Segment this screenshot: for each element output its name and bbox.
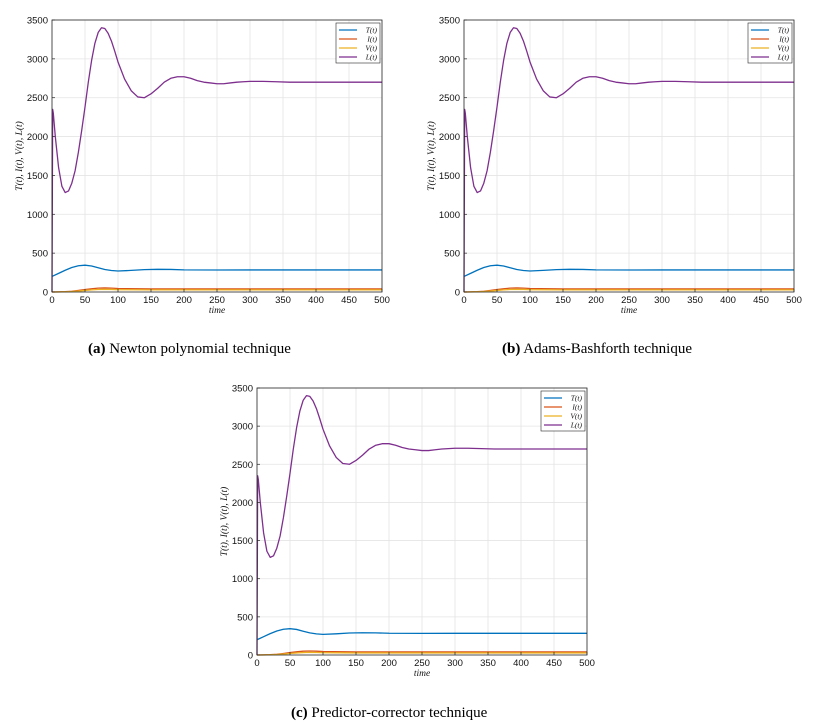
legend-a: T(t)I(t)V(t)L(t) <box>335 22 381 64</box>
y-axis-label-c: T(t), I(t), V(t), L(t) <box>219 487 230 557</box>
y-tick-label: 3000 <box>439 54 460 65</box>
series-line-a-0 <box>51 264 382 278</box>
chart-c: 0 50 100 150 200 250 300 350 400 450 500 0 500 1000 15… <box>219 384 595 680</box>
x-tick-label: 300 <box>447 658 463 669</box>
x-tick-label: 150 <box>143 295 159 306</box>
x-axis-label-b: time <box>621 306 637 316</box>
chart-a: 0 50 100 150 200 250 300 350 400 450 500 0 500 1000 15… <box>14 16 390 317</box>
x-tick-label: 0 <box>461 295 466 306</box>
series-line-b-0 <box>463 264 794 278</box>
x-tick-label: 100 <box>110 295 126 306</box>
y-tick-label: 3500 <box>232 384 253 395</box>
legend-entry-0: T(t) <box>778 26 790 35</box>
chart-panel-c: 0 50 100 150 200 250 300 350 400 450 500 0 500 1000 15… <box>205 375 605 690</box>
chart-b: 0 50 100 150 200 250 300 350 400 450 500 0 500 1000 15… <box>426 16 802 317</box>
x-tick-label: 400 <box>308 295 324 306</box>
x-tick-label: 400 <box>720 295 736 306</box>
y-tick-label: 1500 <box>232 536 253 547</box>
y-tick-label: 2000 <box>232 498 253 509</box>
x-tick-label: 100 <box>315 658 331 669</box>
series-line-b-3 <box>463 27 794 293</box>
x-tick-label: 250 <box>414 658 430 669</box>
y-axis-label-a: T(t), I(t), V(t), L(t) <box>14 121 25 191</box>
x-tick-label: 150 <box>555 295 571 306</box>
caption-a: (a) Newton polynomial technique <box>88 341 291 358</box>
y-tick-label: 1500 <box>27 171 48 182</box>
caption-b-tag: (b) <box>502 341 521 357</box>
legend-entry-2: V(t) <box>570 412 582 421</box>
y-tick-label: 3500 <box>439 16 460 27</box>
x-tick-label: 300 <box>242 295 258 306</box>
y-tick-label: 500 <box>444 249 460 260</box>
y-tick-label: 500 <box>32 249 48 260</box>
series-line-c-3 <box>256 394 587 656</box>
x-tick-label: 200 <box>588 295 604 306</box>
x-tick-label: 200 <box>176 295 192 306</box>
caption-c: (c) Predictor-corrector technique <box>291 705 487 722</box>
x-tick-label: 400 <box>513 658 529 669</box>
x-tick-label: 450 <box>546 658 562 669</box>
x-tick-label: 50 <box>492 295 503 306</box>
x-tick-label: 150 <box>348 658 364 669</box>
x-tick-label: 500 <box>579 658 595 669</box>
y-tick-label: 2500 <box>232 460 253 471</box>
y-tick-label: 2500 <box>27 93 48 104</box>
y-tick-label: 1000 <box>232 574 253 585</box>
x-tick-label: 350 <box>275 295 291 306</box>
y-tick-label: 500 <box>237 612 253 623</box>
y-tick-label: 0 <box>43 288 48 299</box>
legend-entry-1: I(t) <box>571 403 582 412</box>
x-tick-label: 350 <box>480 658 496 669</box>
y-tick-label: 2000 <box>27 132 48 143</box>
legend-entry-3: L(t) <box>365 53 378 62</box>
legend-entry-2: V(t) <box>777 44 789 53</box>
x-tick-label: 50 <box>285 658 296 669</box>
x-tick-label: 500 <box>374 295 390 306</box>
legend-c: T(t)I(t)V(t)L(t) <box>540 390 586 432</box>
chart-panel-b: 0 50 100 150 200 250 300 350 400 450 500 0 500 1000 15… <box>410 0 810 330</box>
caption-a-tag: (a) <box>88 341 106 357</box>
x-axis-label-a: time <box>209 306 225 316</box>
legend-entry-0: T(t) <box>571 394 583 403</box>
series-line-c-0 <box>256 628 587 641</box>
y-axis-label-b: T(t), I(t), V(t), L(t) <box>426 121 437 191</box>
caption-a-text: Newton polynomial technique <box>109 341 291 357</box>
legend-entry-0: T(t) <box>366 26 378 35</box>
legend-b: T(t)I(t)V(t)L(t) <box>747 22 793 64</box>
y-tick-label: 2000 <box>439 132 460 143</box>
series-line-a-3 <box>51 27 382 293</box>
x-axis-label-c: time <box>414 669 430 679</box>
x-tick-label: 0 <box>49 295 54 306</box>
x-tick-label: 50 <box>80 295 91 306</box>
caption-c-tag: (c) <box>291 705 308 721</box>
legend-entry-2: V(t) <box>365 44 377 53</box>
x-tick-label: 450 <box>753 295 769 306</box>
y-tick-label: 2500 <box>439 93 460 104</box>
y-tick-label: 3000 <box>232 422 253 433</box>
y-tick-label: 1000 <box>27 210 48 221</box>
x-tick-label: 500 <box>786 295 802 306</box>
x-tick-label: 100 <box>522 295 538 306</box>
legend-entry-1: I(t) <box>778 35 789 44</box>
y-tick-label: 0 <box>455 288 460 299</box>
caption-c-text: Predictor-corrector technique <box>311 705 488 721</box>
y-tick-label: 3500 <box>27 16 48 27</box>
x-tick-label: 250 <box>209 295 225 306</box>
y-tick-label: 1500 <box>439 171 460 182</box>
y-tick-label: 0 <box>248 651 253 662</box>
caption-b: (b) Adams-Bashforth technique <box>502 341 692 358</box>
x-tick-label: 300 <box>654 295 670 306</box>
x-tick-label: 250 <box>621 295 637 306</box>
chart-panel-a: 0 50 100 150 200 250 300 350 400 450 500 0 500 1000 15… <box>0 0 400 330</box>
legend-entry-3: L(t) <box>777 53 790 62</box>
x-tick-label: 350 <box>687 295 703 306</box>
legend-entry-3: L(t) <box>570 421 583 430</box>
caption-b-text: Adams-Bashforth technique <box>523 341 692 357</box>
x-tick-label: 0 <box>254 658 259 669</box>
y-tick-label: 1000 <box>439 210 460 221</box>
y-tick-label: 3000 <box>27 54 48 65</box>
x-tick-label: 200 <box>381 658 397 669</box>
x-tick-label: 450 <box>341 295 357 306</box>
legend-entry-1: I(t) <box>366 35 377 44</box>
